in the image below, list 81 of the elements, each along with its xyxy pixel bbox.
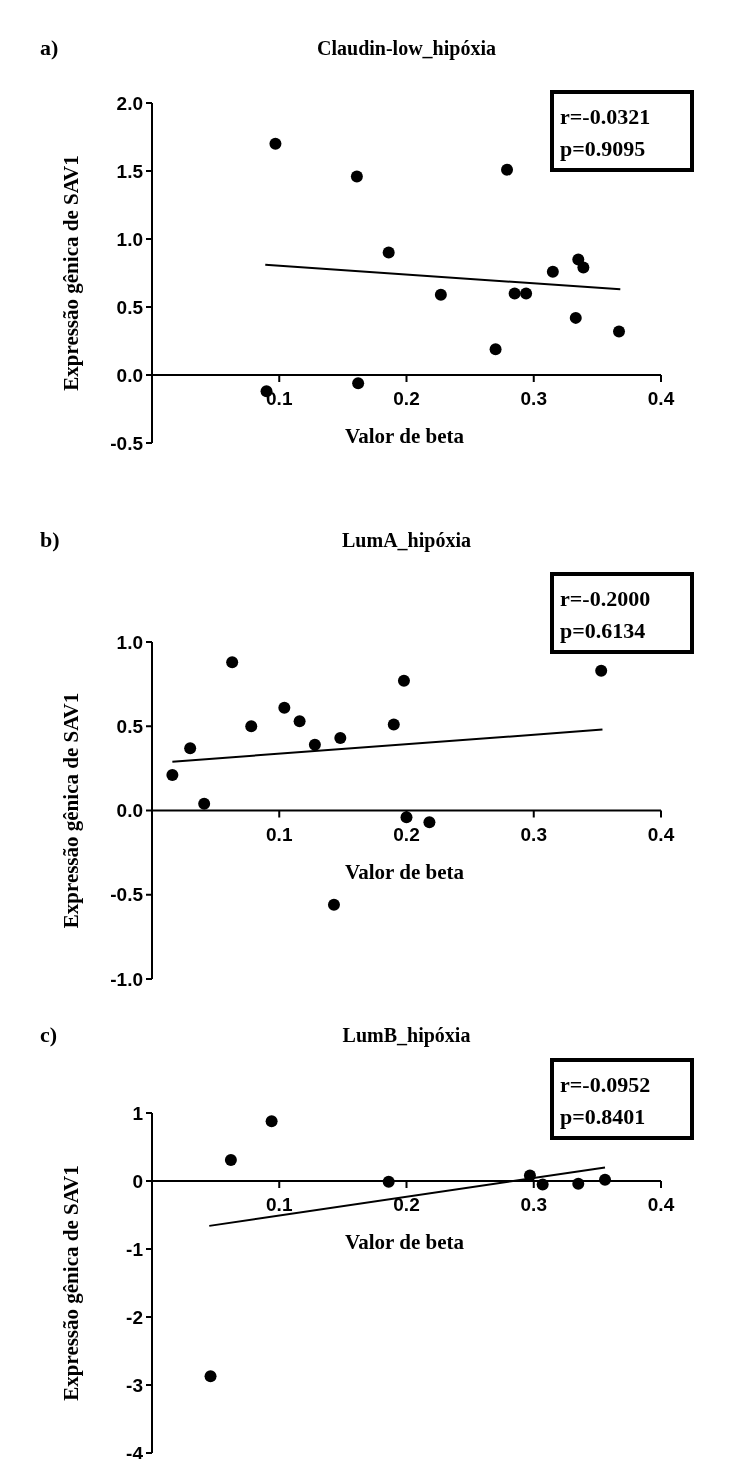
x-tick-label: 0.4 [647,823,675,845]
point [166,769,179,782]
y-axis-title: Expressão gênica de SAV1 [59,1165,83,1401]
chart-title: LumA_hipóxia [342,529,471,552]
text: c) [40,1022,58,1047]
text: a) [40,35,59,60]
point [184,742,197,755]
point [269,137,282,150]
point [245,720,258,733]
point [423,816,436,829]
point [352,377,365,390]
y-tick-label: 1.0 [116,228,143,250]
x-tick-label: 0.3 [520,823,547,845]
x-axis-title: Valor de beta [344,859,465,884]
y-axis-title: Expressão gênica de SAV1 [59,692,83,929]
point [572,1177,585,1190]
point [400,811,413,824]
annotation: p=0.6134 [560,618,646,643]
point [350,170,363,183]
y-tick-label: -3 [126,1374,143,1396]
point [434,288,447,301]
chart-title: LumB_hipóxia [342,1024,471,1047]
point [382,246,395,259]
x-axis-title: Valor de beta [344,1230,465,1254]
y-tick-label: 0.0 [116,800,143,822]
point [226,656,239,669]
point [327,898,340,911]
point [508,287,521,300]
annotation: p=0.9095 [560,136,646,161]
point [577,261,590,274]
text: b) [40,527,60,552]
text: r=-0.0952 [560,1072,651,1097]
point [599,1173,612,1186]
point [293,715,306,728]
point [334,732,347,745]
chart-title: Claudin-low_hipóxia [317,37,496,60]
point [204,1370,217,1383]
y-tick-label: 0.0 [116,364,143,386]
point [198,797,211,810]
y-tick-label: -1.0 [110,968,143,990]
y-tick-label: 1.0 [116,631,143,653]
point [224,1153,237,1166]
y-tick-label: 0.5 [116,715,144,737]
y-axis-title: Expressão gênica de SAV1 [59,155,83,391]
x-tick-label: 0.4 [647,1194,675,1215]
point [595,664,608,677]
x-tick-label: 0.1 [266,823,293,845]
annotation: r=-0.0321 [560,104,651,129]
y-tick-label: 1 [132,1102,144,1124]
x-tick-label: 0.2 [393,1194,420,1215]
x-axis-title: Valor de beta [344,424,465,448]
y-tick-label: 1.5 [116,160,144,182]
y-tick-label: 0 [132,1170,143,1192]
y-tick-label: 0.5 [116,296,144,318]
point [387,718,400,731]
annotation: p=0.8401 [560,1104,646,1129]
point [546,265,559,278]
point [613,325,626,338]
y-tick-label: -4 [126,1442,144,1459]
point [265,1115,278,1128]
point [382,1175,395,1188]
point [536,1178,549,1191]
x-tick-label: 0.3 [520,1194,547,1215]
point [569,311,582,324]
point [489,343,502,356]
y-tick-label: -2 [126,1306,143,1328]
x-tick-label: 0.1 [266,1194,293,1215]
y-tick-label: 2.0 [116,92,143,114]
point [397,674,410,687]
y-tick-label: -0.5 [110,432,144,454]
point [501,163,514,176]
point [308,738,321,751]
y-tick-label: -1 [126,1238,144,1260]
x-tick-label: 0.4 [647,388,675,409]
x-tick-label: 0.2 [393,823,420,845]
x-tick-label: 0.2 [393,388,420,409]
point [520,287,533,300]
text: r=-0.2000 [560,586,651,611]
y-tick-label: -0.5 [110,884,144,906]
point [278,701,291,714]
x-tick-label: 0.3 [520,388,547,409]
